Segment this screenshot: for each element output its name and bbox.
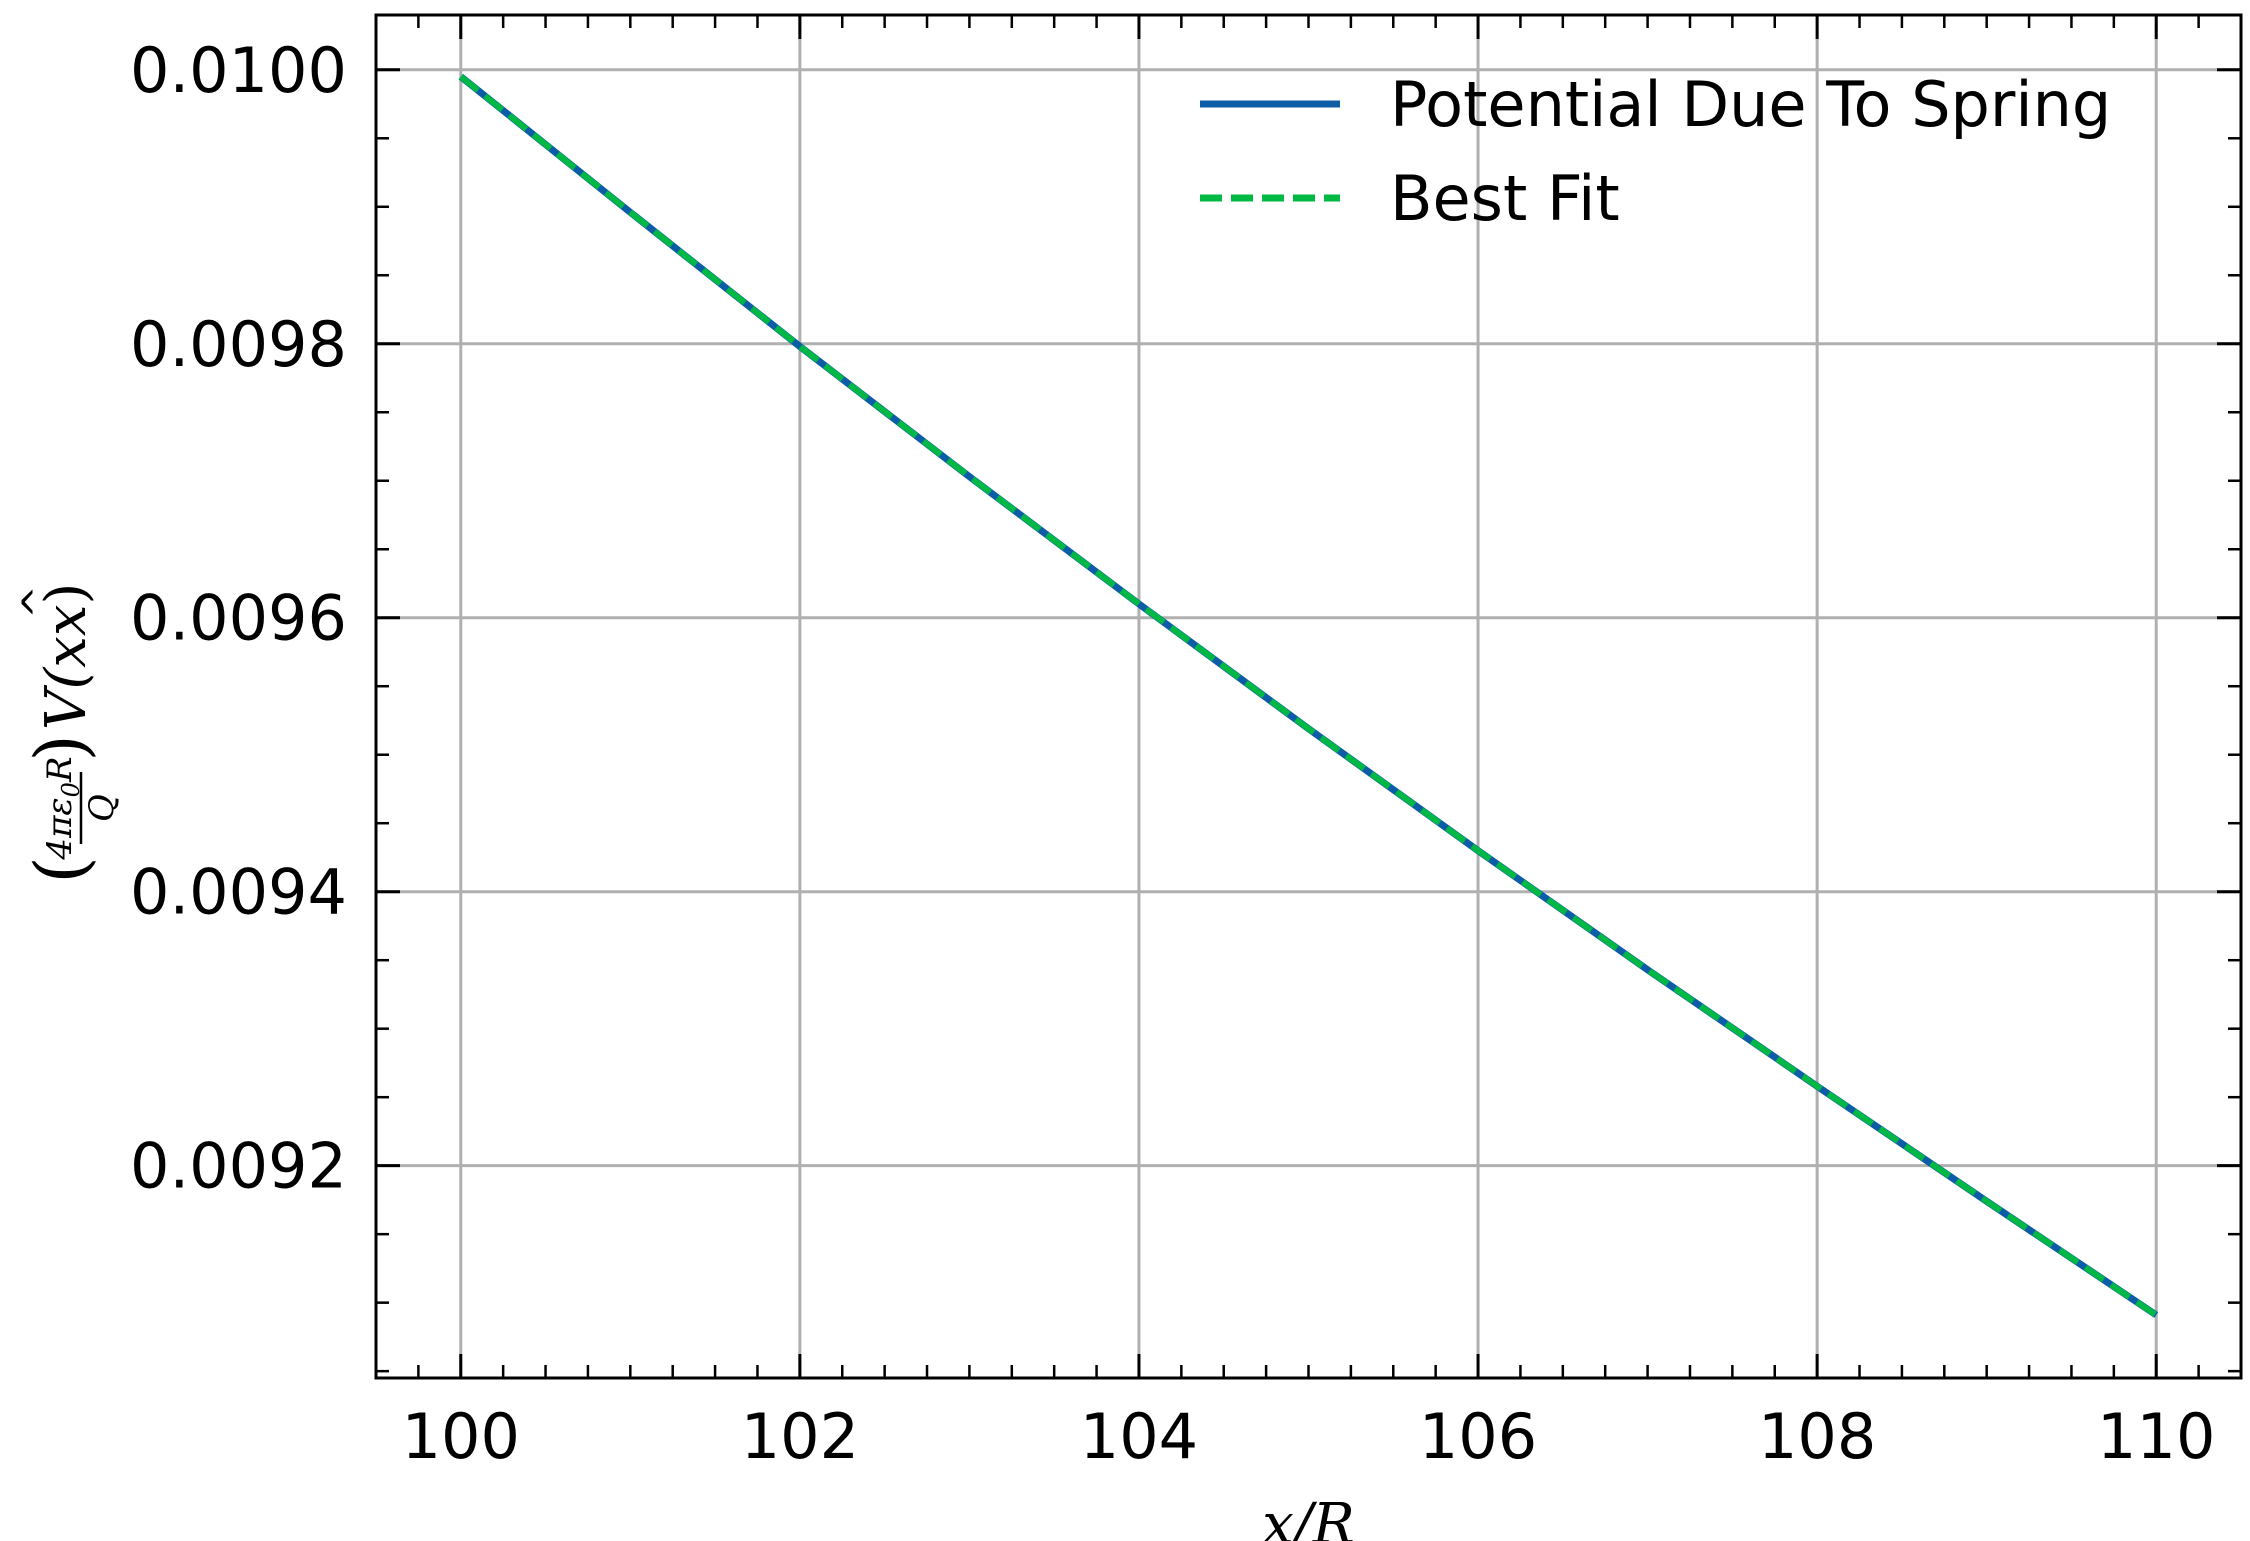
- x-tick-label: 106: [1419, 1400, 1537, 1473]
- x-tick-label: 108: [1758, 1400, 1876, 1473]
- legend: Potential Due To Spring Best Fit: [1200, 68, 2111, 235]
- y-label-denominator: Q: [82, 794, 122, 822]
- y-tick-label: 0.0100: [130, 34, 347, 107]
- series-line-potential: [458, 73, 2159, 1318]
- y-label-function: V(xx): [34, 583, 99, 730]
- series-lines: [458, 73, 2159, 1318]
- y-tick-label: 0.0094: [130, 856, 347, 929]
- y-tick-label: 0.0098: [130, 308, 347, 381]
- y-label-open-paren: (: [20, 856, 102, 883]
- legend-label-best-fit: Best Fit: [1390, 162, 1620, 235]
- y-axis-label: ( 4πε0R Q ) V(xx) ^: [15, 583, 122, 884]
- y-label-numerator: 4πε0R: [40, 756, 85, 860]
- legend-label-potential: Potential Due To Spring: [1390, 68, 2111, 141]
- plot-frame: [374, 13, 2243, 1380]
- y-tick-labels: 0.0092 0.0094 0.0096 0.0098 0.0100: [130, 34, 347, 1203]
- x-tick-labels: 100 102 104 106 108 110: [402, 1400, 2216, 1473]
- axis-ticks: [374, 15, 2243, 1378]
- y-tick-label: 0.0096: [130, 582, 347, 655]
- y-label-hat: ^: [15, 585, 61, 619]
- y-label-close-paren: ): [20, 734, 102, 761]
- x-axis-label: x/R: [1262, 1492, 1355, 1541]
- x-tick-label: 110: [2097, 1400, 2215, 1473]
- series-line-best-fit: [458, 74, 2158, 1318]
- x-tick-label: 100: [402, 1400, 520, 1473]
- x-tick-label: 104: [1080, 1400, 1198, 1473]
- grid: [376, 15, 2241, 1378]
- x-tick-label: 102: [741, 1400, 859, 1473]
- y-tick-label: 0.0092: [130, 1130, 347, 1203]
